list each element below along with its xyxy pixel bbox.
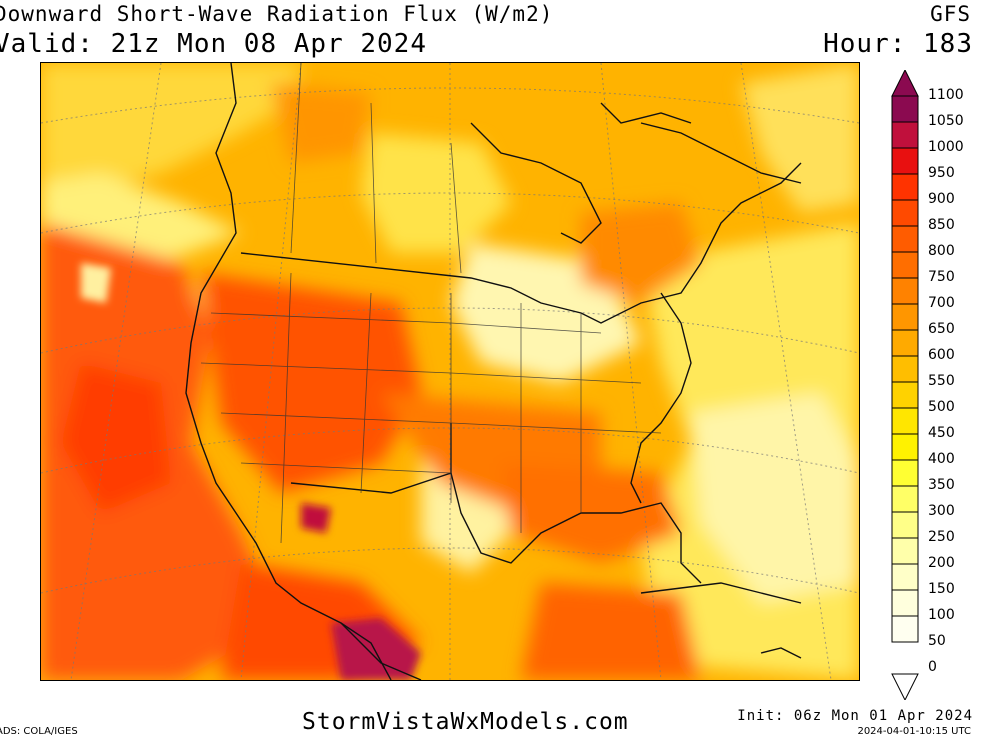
colorbar-segment bbox=[891, 329, 919, 357]
colorbar-segment bbox=[891, 121, 919, 149]
colorbar-segment bbox=[891, 407, 919, 435]
colorbar-label: 650 bbox=[928, 321, 955, 337]
colorbar-segment bbox=[891, 615, 919, 643]
generated-timestamp: 2024-04-01-10:15 UTC bbox=[857, 726, 971, 737]
colorbar-segment bbox=[891, 225, 919, 253]
colorbar-label: 750 bbox=[928, 269, 955, 285]
colorbar-segment bbox=[891, 459, 919, 487]
colorbar-segment bbox=[891, 303, 919, 331]
colorbar-segment bbox=[891, 199, 919, 227]
colorbar-label: 1000 bbox=[928, 139, 964, 155]
colorbar-segment bbox=[891, 381, 919, 409]
colorbar-segment bbox=[891, 251, 919, 279]
colorbar-segment bbox=[891, 589, 919, 617]
colorbar-segment bbox=[891, 277, 919, 305]
colorbar-label: 950 bbox=[928, 165, 955, 181]
colorbar-label: 550 bbox=[928, 373, 955, 389]
colorbar-label: 500 bbox=[928, 399, 955, 415]
colorbar-label: 0 bbox=[928, 659, 937, 675]
colorbar-label: 800 bbox=[928, 243, 955, 259]
colorbar-label: 150 bbox=[928, 581, 955, 597]
colorbar-label: 900 bbox=[928, 191, 955, 207]
map-title: Downward Short-Wave Radiation Flux (W/m2… bbox=[0, 2, 554, 26]
colorbar-label: 450 bbox=[928, 425, 955, 441]
colorbar-segment bbox=[891, 563, 919, 591]
colorbar-segment bbox=[891, 95, 919, 123]
radiation-map bbox=[40, 62, 860, 681]
colorbar-label: 700 bbox=[928, 295, 955, 311]
colorbar-label: 400 bbox=[928, 451, 955, 467]
colorbar-label: 1050 bbox=[928, 113, 964, 129]
colorbar-segment bbox=[891, 355, 919, 383]
model-name: GFS bbox=[930, 2, 971, 26]
forecast-hour: Hour: 183 bbox=[823, 29, 973, 59]
colorbar-segment bbox=[891, 537, 919, 565]
colorbar-label: 50 bbox=[928, 633, 946, 649]
valid-time: Valid: 21z Mon 08 Apr 2024 bbox=[0, 29, 427, 59]
colorbar-label: 1100 bbox=[928, 87, 964, 103]
colorbar-label: 100 bbox=[928, 607, 955, 623]
colorbar-label: 350 bbox=[928, 477, 955, 493]
colorbar-segment bbox=[891, 147, 919, 175]
map-field bbox=[41, 63, 859, 680]
colorbar bbox=[891, 70, 919, 700]
colorbar-label: 600 bbox=[928, 347, 955, 363]
colorbar-label: 300 bbox=[928, 503, 955, 519]
footer-credit: ADS: COLA/IGES bbox=[0, 726, 78, 737]
site-name: StormVistaWxModels.com bbox=[302, 709, 629, 735]
colorbar-segment bbox=[891, 173, 919, 201]
colorbar-segment bbox=[891, 511, 919, 539]
colorbar-label: 200 bbox=[928, 555, 955, 571]
colorbar-label: 250 bbox=[928, 529, 955, 545]
init-time: Init: 06z Mon 01 Apr 2024 bbox=[737, 708, 973, 724]
colorbar-segment bbox=[891, 485, 919, 513]
colorbar-label: 850 bbox=[928, 217, 955, 233]
colorbar-segment bbox=[891, 433, 919, 461]
